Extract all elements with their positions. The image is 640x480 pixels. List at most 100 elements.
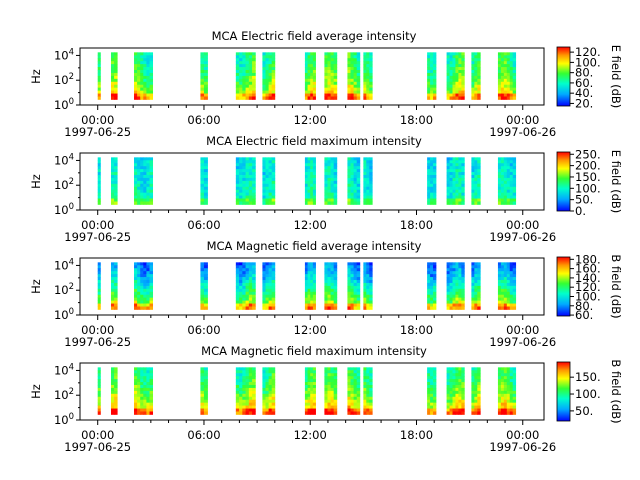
- heatmap-cell: [203, 297, 208, 301]
- heatmap-cell: [146, 262, 150, 266]
- heatmap-cell: [235, 93, 240, 97]
- heatmap-cell: [333, 271, 338, 275]
- heatmap-cell: [252, 306, 256, 310]
- heatmap-cell: [452, 192, 456, 196]
- heatmap-cell: [248, 390, 253, 395]
- heatmap-cell: [97, 87, 101, 91]
- heatmap-cell: [366, 183, 370, 188]
- heatmap-cell: [353, 75, 358, 80]
- heatmap-cell: [356, 160, 361, 164]
- heatmap-cell: [312, 174, 316, 179]
- heatmap-cell: [146, 172, 150, 176]
- heatmap-cell: [310, 81, 314, 86]
- heatmap-cell: [512, 183, 517, 188]
- heatmap-cell: [271, 282, 276, 287]
- heatmap-cell: [500, 387, 505, 392]
- heatmap-cell: [497, 64, 502, 68]
- heatmap-cell: [509, 402, 514, 406]
- heatmap-cell: [304, 78, 308, 83]
- heatmap-cell: [350, 277, 355, 281]
- heatmap-cell: [265, 288, 270, 293]
- heatmap-cell: [455, 303, 459, 307]
- heatmap-cell: [353, 405, 358, 409]
- heatmap-cell: [330, 297, 335, 301]
- heatmap-cell: [433, 192, 437, 196]
- heatmap-cell: [203, 376, 208, 380]
- heatmap-cell: [506, 265, 511, 269]
- heatmap-cell: [310, 306, 314, 310]
- heatmap-cell: [356, 399, 361, 404]
- heatmap-cell: [350, 67, 355, 71]
- heatmap-cell: [146, 174, 150, 179]
- heatmap-cell: [324, 373, 328, 377]
- heatmap-cell: [252, 201, 256, 205]
- heatmap-cell: [327, 78, 331, 83]
- heatmap-cell: [235, 96, 240, 100]
- heatmap-cell: [114, 277, 118, 281]
- heatmap-cell: [268, 189, 273, 194]
- heatmap-cell: [110, 96, 115, 100]
- heatmap-cell: [333, 52, 338, 56]
- heatmap-cell: [268, 183, 273, 188]
- heatmap-cell: [310, 186, 314, 191]
- heatmap-cell: [324, 55, 328, 59]
- heatmap-cell: [262, 186, 266, 191]
- heatmap-cell: [356, 166, 361, 170]
- heatmap-cell: [110, 198, 115, 202]
- heatmap-cell: [146, 84, 150, 89]
- heatmap-cell: [497, 69, 502, 74]
- heatmap-cell: [512, 262, 517, 266]
- heatmap-cell: [97, 81, 101, 86]
- heatmap-cell: [506, 75, 511, 80]
- heatmap-cell: [242, 75, 246, 80]
- heatmap-cell: [433, 373, 437, 377]
- heatmap-cell: [506, 282, 511, 287]
- heatmap-cell: [474, 195, 478, 199]
- heatmap-cell: [245, 90, 250, 94]
- heatmap-cell: [114, 78, 118, 83]
- heatmap-cell: [242, 67, 246, 71]
- heatmap-cell: [353, 166, 358, 170]
- heatmap-cell: [503, 84, 508, 89]
- heatmap-cell: [449, 291, 453, 296]
- heatmap-cell: [203, 72, 208, 77]
- heatmap-cell: [500, 69, 505, 74]
- heatmap-cell: [327, 166, 331, 170]
- heatmap-cell: [265, 67, 270, 71]
- heatmap-cell: [304, 189, 308, 194]
- heatmap-cell: [449, 198, 453, 202]
- heatmap-cell: [134, 172, 138, 176]
- heatmap-cell: [110, 300, 115, 304]
- heatmap-cell: [248, 195, 253, 199]
- heatmap-cell: [506, 157, 511, 161]
- heatmap-cell: [146, 300, 150, 304]
- heatmap-cell: [143, 189, 147, 194]
- heatmap-cell: [248, 370, 253, 374]
- heatmap-cell: [512, 291, 517, 296]
- heatmap-cell: [327, 387, 331, 392]
- heatmap-cell: [327, 265, 331, 269]
- heatmap-cell: [509, 303, 514, 307]
- heatmap-cell: [366, 96, 370, 100]
- heatmap-cell: [506, 393, 511, 398]
- heatmap-cell: [461, 72, 465, 77]
- heatmap-cell: [239, 90, 243, 94]
- heatmap-cell: [268, 379, 273, 383]
- heatmap-cell: [477, 370, 481, 374]
- heatmap-cell: [356, 411, 361, 415]
- heatmap-cell: [312, 192, 316, 196]
- heatmap-cell: [497, 399, 502, 404]
- heatmap-cell: [427, 201, 431, 205]
- heatmap-cell: [307, 180, 311, 185]
- heatmap-cell: [271, 177, 276, 182]
- heatmap-cell: [271, 180, 276, 185]
- heatmap-cell: [143, 294, 147, 299]
- heatmap-cell: [474, 399, 478, 404]
- heatmap-cell: [497, 376, 502, 380]
- heatmap-cell: [330, 396, 335, 401]
- heatmap-cell: [474, 396, 478, 401]
- heatmap-cell: [265, 183, 270, 188]
- heatmap-cell: [449, 382, 453, 386]
- heatmap-cell: [497, 262, 502, 266]
- heatmap-cell: [265, 84, 270, 89]
